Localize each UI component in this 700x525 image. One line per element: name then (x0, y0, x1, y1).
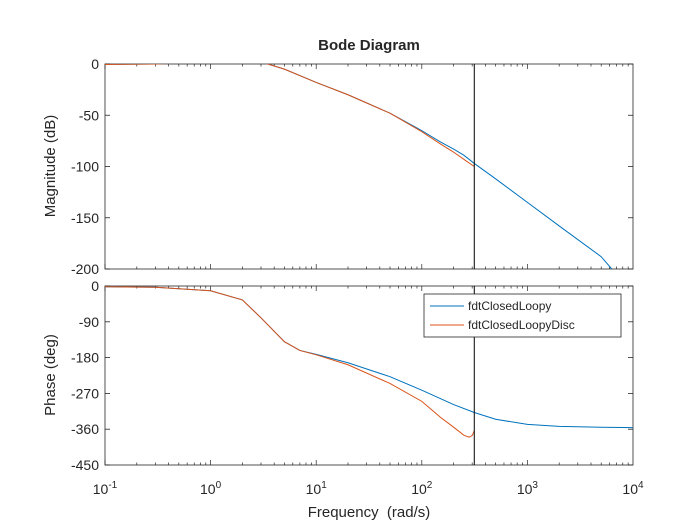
y-tick-label: -270 (71, 385, 99, 401)
y-tick-label: -180 (71, 350, 99, 366)
y-tick-label: -360 (71, 421, 99, 437)
x-tick-labels: 10-1 100 101 102 103 104 (93, 480, 644, 497)
x-tick-label: 101 (306, 480, 328, 497)
y-tick-label: -100 (71, 159, 99, 175)
x-tick-label: 102 (411, 480, 433, 497)
magnitude-ticks: 0 -50 -100 -150 -200 (71, 56, 633, 277)
series-line-2 (105, 64, 475, 167)
y-tick-label: -50 (79, 107, 99, 123)
x-axis-label: Frequency (rad/s) (308, 504, 431, 521)
x-tick-label: 103 (517, 480, 539, 497)
legend: fdtClosedLoopy fdtClosedLoopyDisc (423, 293, 622, 338)
magnitude-axes (104, 63, 634, 270)
magnitude-ylabel: Magnitude (dB) (42, 115, 59, 218)
y-tick-label: -450 (71, 457, 99, 473)
y-tick-label: -200 (71, 261, 99, 277)
x-tick-label: 10-1 (93, 480, 118, 497)
x-tick-label: 100 (200, 480, 222, 497)
x-tick-label: 104 (622, 480, 644, 497)
phase-series (105, 286, 633, 438)
y-tick-label: -90 (79, 314, 99, 330)
magnitude-series (105, 64, 613, 269)
phase-ylabel: Phase (deg) (42, 334, 59, 416)
y-tick-label: 0 (91, 278, 99, 294)
y-tick-label: -150 (71, 210, 99, 226)
chart-title: Bode Diagram (318, 37, 420, 54)
legend-label-2: fdtClosedLoopyDisc (468, 318, 575, 332)
legend-box (423, 293, 622, 338)
y-tick-label: 0 (91, 56, 99, 72)
series-line-2 (105, 286, 475, 438)
phase-ticks: 0 -90 -180 -270 -360 -450 (71, 278, 633, 473)
legend-label-1: fdtClosedLoopy (468, 299, 551, 313)
